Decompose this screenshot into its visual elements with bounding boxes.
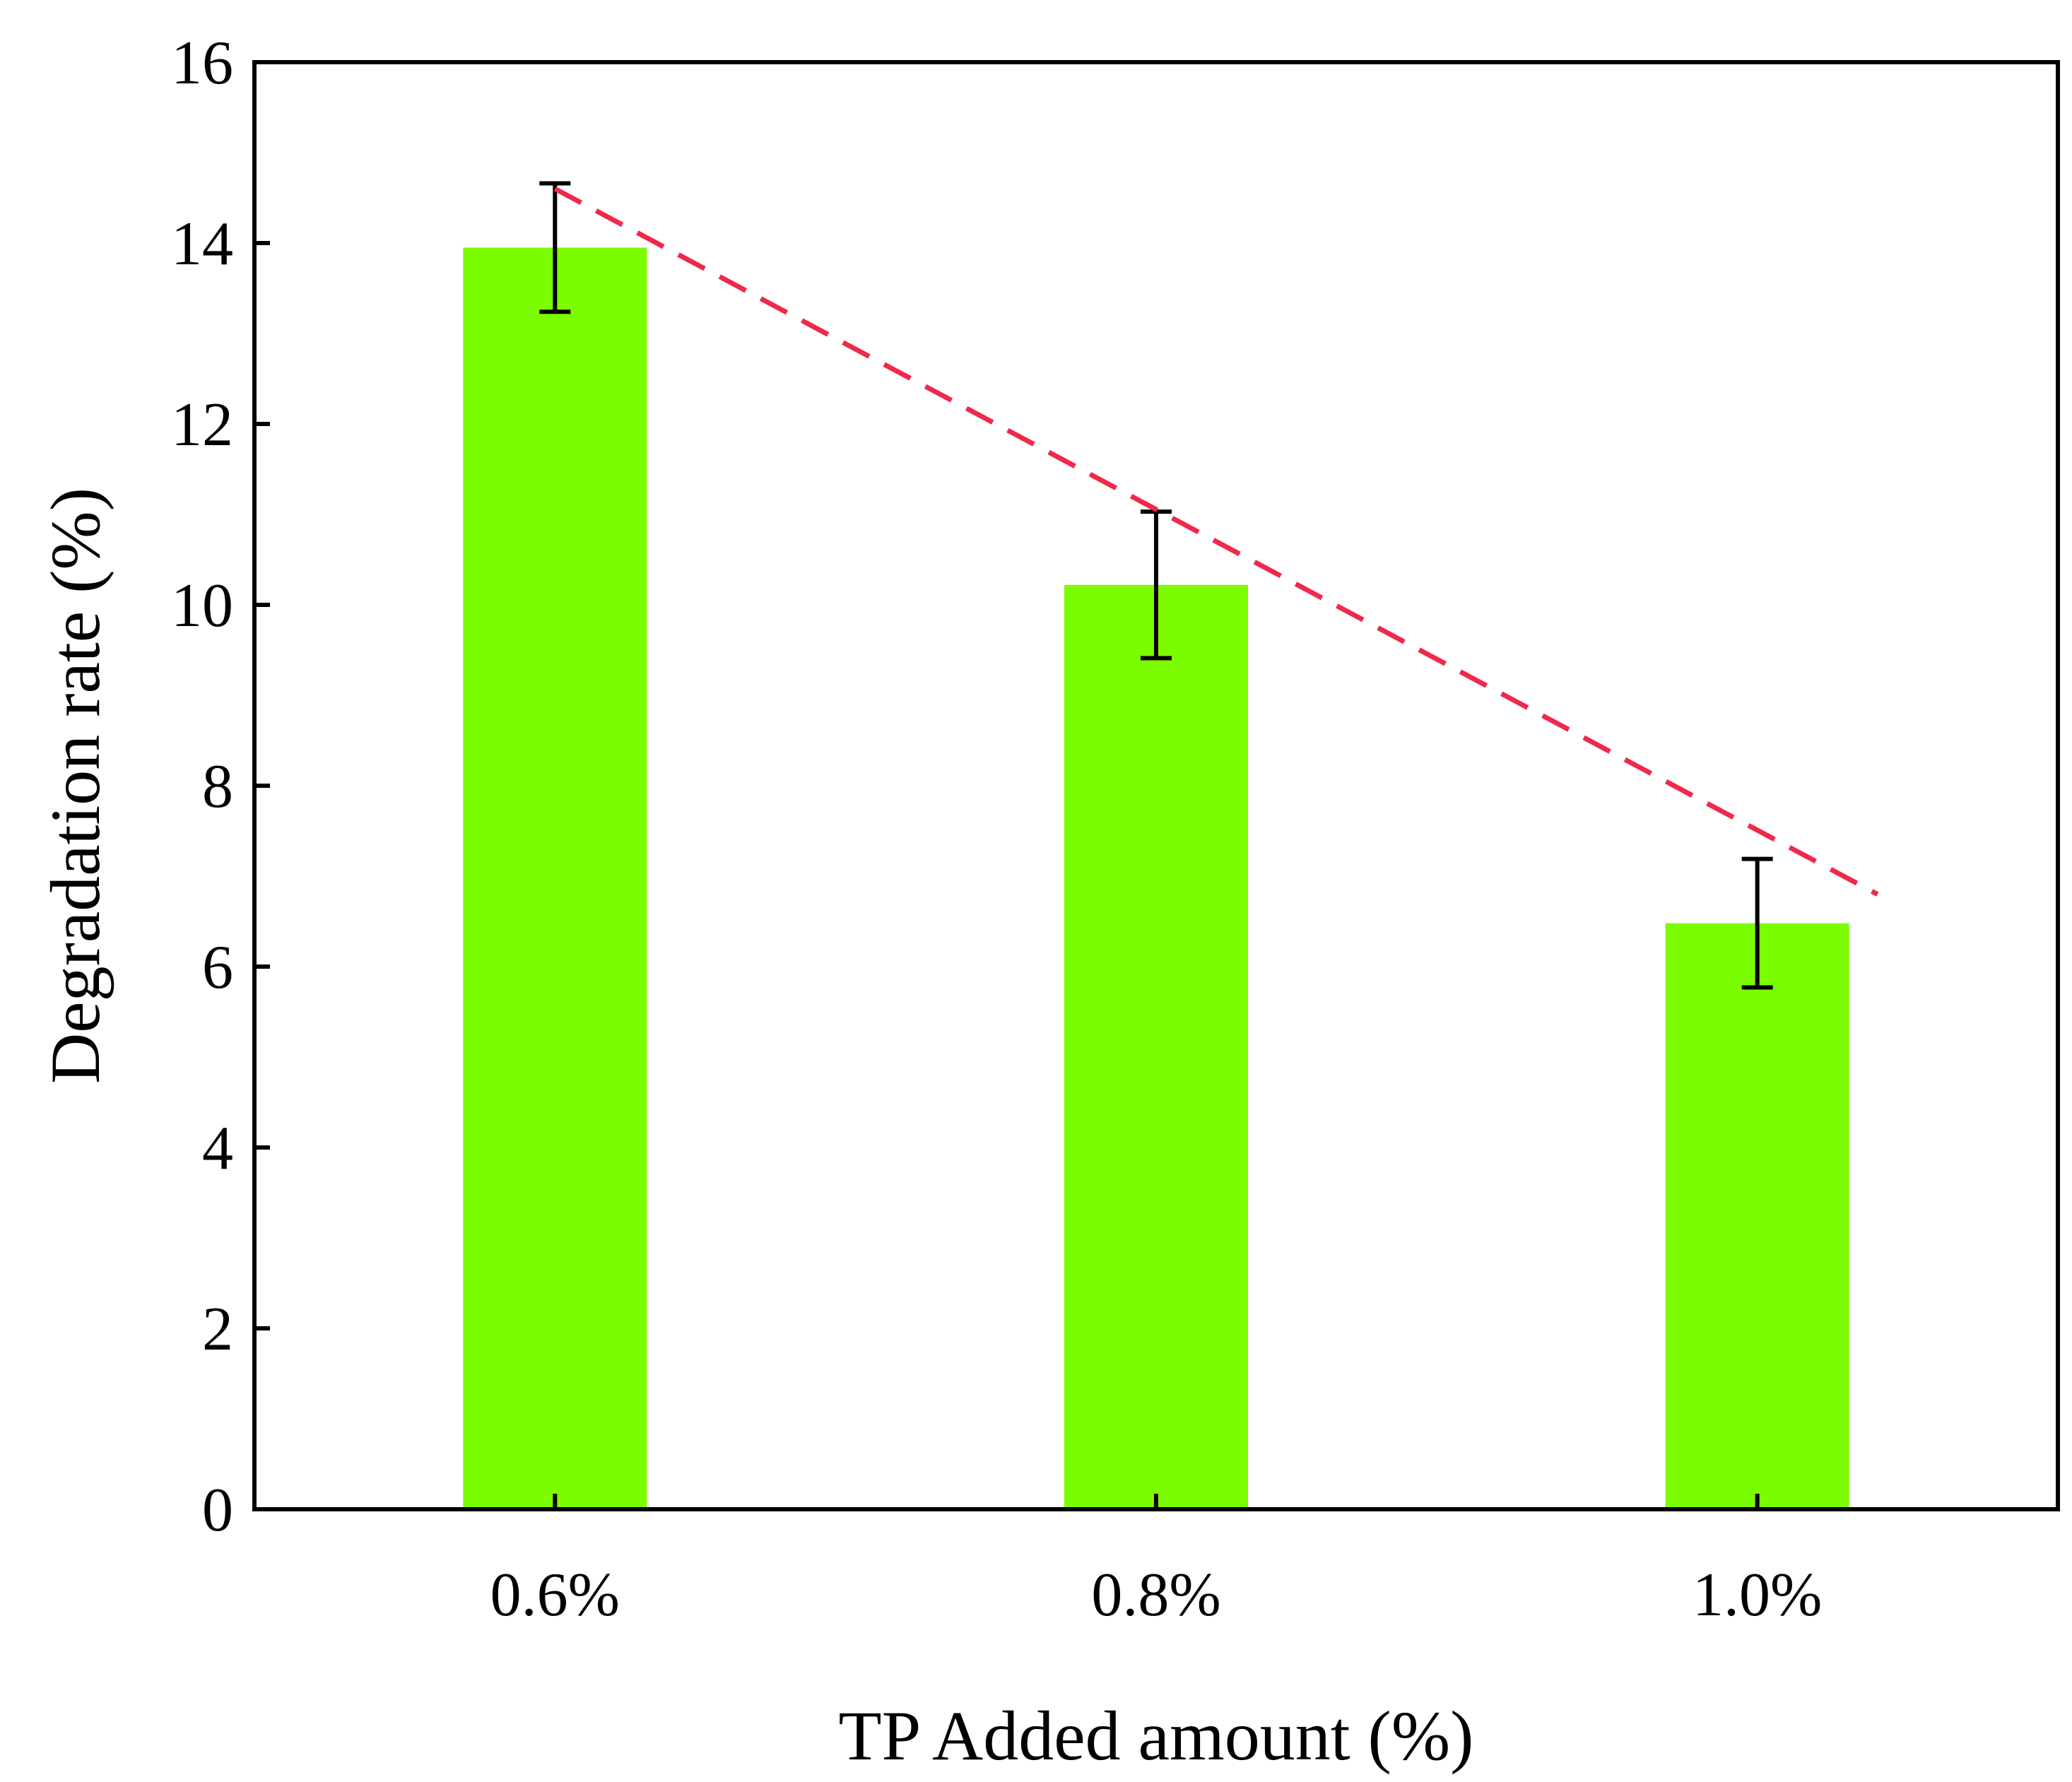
y-tick-label: 4	[202, 1114, 233, 1183]
y-tick-label: 12	[171, 391, 233, 459]
x-tick-label: 0.8%	[1091, 1561, 1220, 1629]
x-tick-label: 0.6%	[490, 1561, 620, 1629]
trend-arrow	[553, 187, 1879, 897]
y-tick-label: 6	[202, 933, 233, 1002]
y-tick-label: 10	[171, 572, 233, 640]
y-tick-label: 0	[202, 1476, 233, 1545]
bars-layer	[463, 247, 1849, 1509]
y-tick-label: 14	[171, 210, 233, 278]
y-axis: 0 2 4 6 8 10 12 14 16	[171, 29, 270, 1545]
x-tick-label: 1.0%	[1693, 1561, 1822, 1629]
y-axis-title: Degradation rate (%)	[36, 488, 114, 1084]
bar-08	[1064, 584, 1248, 1509]
y-tick-label: 2	[202, 1295, 233, 1364]
annotation-layer	[553, 187, 1879, 897]
y-tick-label: 8	[202, 753, 233, 821]
bar-10	[1665, 923, 1849, 1509]
x-axis: 0.6% 0.8% 1.0%	[490, 1494, 1822, 1629]
y-tick-label: 16	[171, 29, 233, 98]
error-bar	[1741, 856, 1773, 990]
bar-06	[463, 247, 647, 1509]
error-bar	[539, 181, 571, 314]
x-axis-title: TP Added amount (%)	[839, 1697, 1474, 1775]
